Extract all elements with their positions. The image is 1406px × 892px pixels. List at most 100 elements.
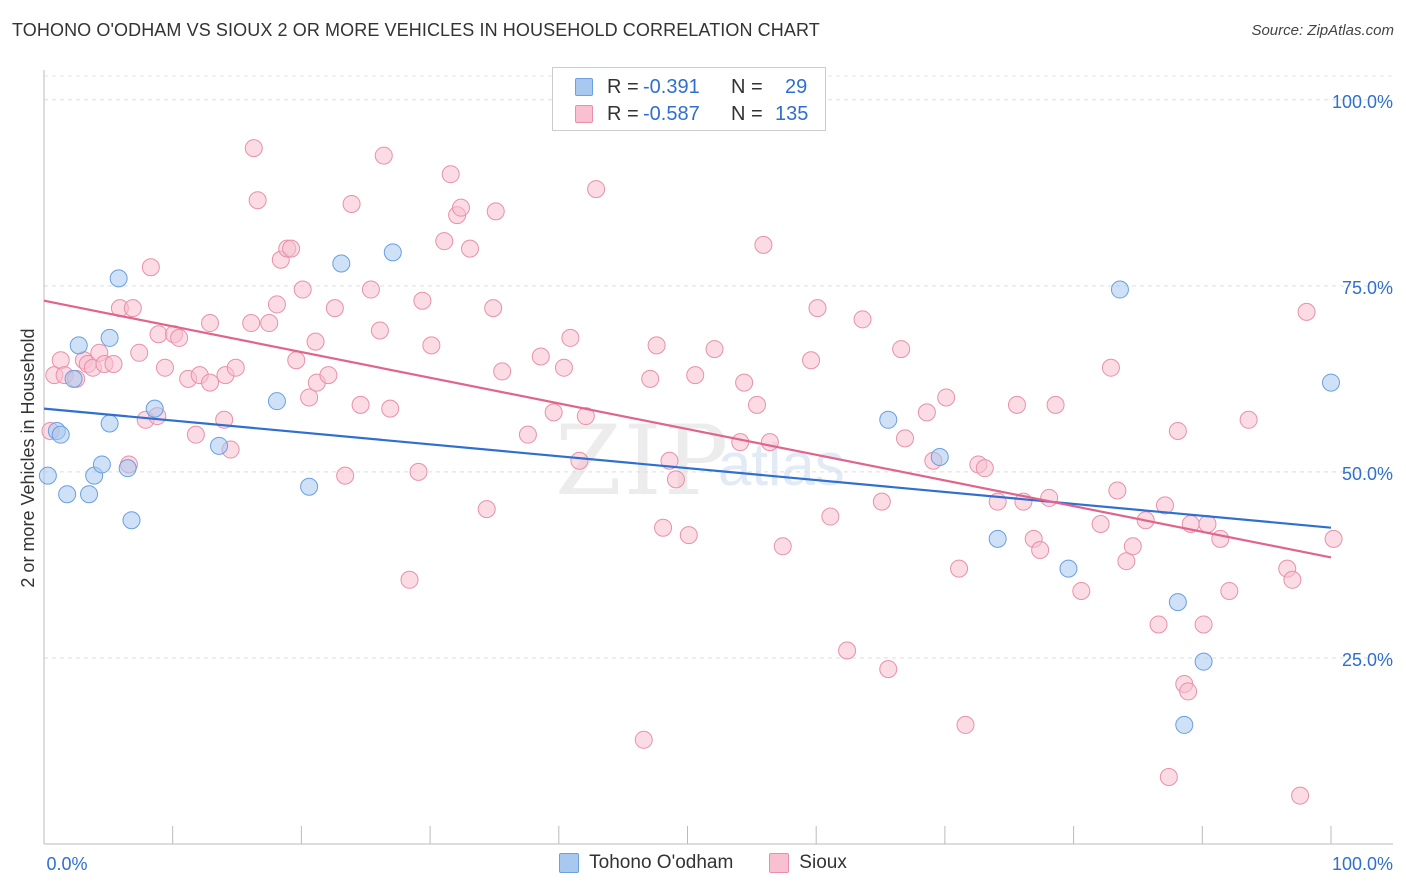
data-point [100, 328, 119, 347]
data-point [554, 358, 573, 377]
series-legend-label-tohono: Tohono O'odham [589, 852, 734, 873]
data-point [570, 451, 589, 470]
data-point [92, 455, 111, 474]
data-point [248, 191, 267, 210]
data-point [122, 511, 141, 530]
data-point [226, 358, 245, 377]
data-point [641, 369, 660, 388]
data-point [1168, 421, 1187, 440]
data-point [441, 165, 460, 184]
data-point [1297, 302, 1316, 321]
data-point [104, 354, 123, 373]
chart-title: TOHONO O'ODHAM VS SIOUX 2 OR MORE VEHICL… [12, 20, 820, 40]
data-point [634, 730, 653, 749]
data-point [1194, 615, 1213, 634]
data-point [477, 500, 496, 519]
data-point [896, 429, 915, 448]
data-point [988, 529, 1007, 548]
data-point [660, 451, 679, 470]
data-point [319, 366, 338, 385]
legend-n-label: N = [731, 102, 763, 125]
data-point [141, 258, 160, 277]
legend-n-label: N = [731, 75, 763, 98]
data-point [64, 369, 83, 388]
data-point [267, 392, 286, 411]
data-point [518, 425, 537, 444]
x-tick-label: 100.0% [1332, 854, 1393, 874]
data-point [1168, 593, 1187, 612]
series-legend-item-sioux: Sioux [769, 852, 847, 874]
data-point [201, 314, 220, 333]
data-point [201, 373, 220, 392]
data-point [1108, 481, 1127, 500]
data-point [1007, 395, 1026, 414]
data-point [123, 299, 142, 318]
data-point [267, 295, 286, 314]
data-point [1324, 529, 1343, 548]
data-point [118, 459, 137, 478]
data-point [306, 332, 325, 351]
data-point [917, 403, 936, 422]
data-point [370, 321, 389, 340]
data-point [1046, 395, 1065, 414]
data-point [731, 433, 750, 452]
data-point [561, 328, 580, 347]
data-point [1101, 358, 1120, 377]
data-point [544, 403, 563, 422]
data-point [293, 280, 312, 299]
legend-n-value: 135 [775, 102, 809, 125]
data-point [383, 243, 402, 262]
legend-r-value: -0.587 [643, 102, 700, 125]
data-point [1175, 715, 1194, 734]
data-point [705, 340, 724, 359]
data-point [531, 347, 550, 366]
data-point [802, 351, 821, 370]
data-point [654, 518, 673, 537]
data-point [1155, 496, 1174, 515]
data-point [647, 336, 666, 355]
data-point [679, 526, 698, 545]
data-point [130, 343, 149, 362]
data-point [1031, 541, 1050, 560]
data-point [1072, 581, 1091, 600]
data-point [100, 414, 119, 433]
data-point [336, 466, 355, 485]
data-point [666, 470, 685, 489]
data-point [260, 314, 279, 333]
series-legend: Tohono O'odham Sioux [0, 852, 1406, 874]
data-point [747, 395, 766, 414]
legend-r-label: R = [607, 102, 639, 125]
data-point [51, 425, 70, 444]
data-point [773, 537, 792, 556]
legend-row-sioux: R = -0.587 N = 135 [575, 103, 808, 125]
data-point [422, 336, 441, 355]
data-point [686, 366, 705, 385]
data-point [808, 299, 827, 318]
series-legend-swatch-tohono [559, 853, 580, 873]
data-point [486, 202, 505, 221]
data-point [838, 641, 857, 660]
series-legend-item-tohono: Tohono O'odham [559, 852, 733, 874]
data-point [975, 459, 994, 478]
data-point [170, 328, 189, 347]
y-tick-label: 50.0% [1342, 464, 1393, 484]
data-point [409, 462, 428, 481]
data-point [754, 235, 773, 254]
trend-line [43, 299, 1332, 559]
data-point [1291, 786, 1310, 805]
data-point [400, 570, 419, 589]
data-point [38, 466, 57, 485]
data-point [760, 433, 779, 452]
data-point [381, 399, 400, 418]
legend-swatch-sioux [575, 105, 593, 123]
data-point [460, 239, 479, 258]
x-tick-label: 0.0% [46, 854, 87, 874]
data-point [210, 436, 229, 455]
data-point [413, 291, 432, 310]
y-tick-label: 25.0% [1342, 650, 1393, 670]
data-point [374, 146, 393, 165]
data-point [484, 299, 503, 318]
data-point [332, 254, 351, 273]
data-point [892, 340, 911, 359]
legend-row-tohono: R = -0.391 N = 29 [575, 76, 807, 98]
